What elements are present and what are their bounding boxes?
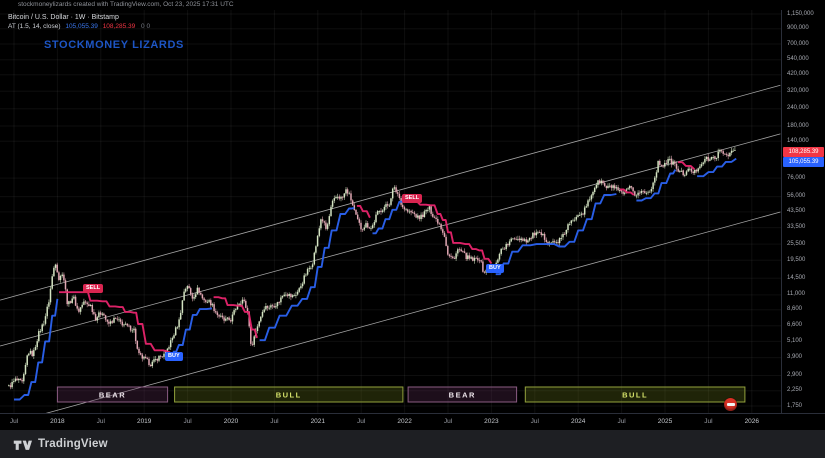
sell-signal-badge[interactable]: SELL xyxy=(402,194,423,203)
time-tick-label: 2018 xyxy=(50,418,65,425)
at-line-bear[interactable] xyxy=(678,161,696,171)
at-line-bull[interactable] xyxy=(172,307,213,353)
trend-channel-line[interactable] xyxy=(40,211,781,415)
indicator-value-bear: 108,285.39 xyxy=(102,23,136,30)
price-tick-label: 5,100 xyxy=(787,337,803,344)
price-tick-label: 43,500 xyxy=(787,208,806,215)
time-tick-label: Jul xyxy=(443,418,453,425)
price-tick-label: 76,000 xyxy=(787,174,806,181)
time-tick-label: Jul xyxy=(183,418,192,425)
price-tick-label: 140,000 xyxy=(787,137,809,144)
regime-box-bull[interactable] xyxy=(524,386,746,403)
price-tick-label: 14,500 xyxy=(787,274,806,281)
stockmoney-lizards-watermark: STOCKMONEY LIZARDS xyxy=(44,39,184,51)
time-tick-label: 2022 xyxy=(397,418,412,425)
at-line-bull[interactable] xyxy=(495,193,617,276)
at-line-bear[interactable] xyxy=(619,188,635,196)
regime-label: BEAR xyxy=(449,390,476,399)
sell-signal-badge[interactable]: SELL xyxy=(83,284,104,293)
price-tick-label: 6,600 xyxy=(787,322,803,329)
time-axis[interactable]: Jul 2018 Jul 2019 Jul 2020 Jul 2021 Jul 2022 Jul 20… xyxy=(0,413,825,431)
gridlines xyxy=(0,10,781,413)
channel-trendlines[interactable] xyxy=(0,84,781,415)
chart-credit-bar: stockmoneylizards created with TradingVi… xyxy=(0,0,825,10)
price-tick-label: 320,000 xyxy=(787,87,809,94)
at-line-bull[interactable] xyxy=(14,298,59,401)
price-tick-label: 1,150,000 xyxy=(787,10,814,17)
price-tick-label: 3,900 xyxy=(787,354,803,361)
regime-label: BULL xyxy=(276,390,302,399)
at-line-bull[interactable] xyxy=(372,200,408,235)
tradingview-logo-icon[interactable] xyxy=(13,438,33,451)
price-tick-label: 420,000 xyxy=(787,71,809,78)
price-tick-label: 11,000 xyxy=(787,291,805,298)
price-tick-label: 180,000 xyxy=(787,122,809,129)
time-tick-label: 2021 xyxy=(310,418,326,425)
price-tick-label: 240,000 xyxy=(787,105,809,112)
time-tick-label: 2020 xyxy=(223,418,239,425)
price-tick-label: 56,000 xyxy=(787,193,806,200)
time-tick-label: Jul xyxy=(530,418,539,425)
at-line-bear[interactable] xyxy=(213,296,258,339)
time-tick-label: Jul xyxy=(617,418,626,425)
no-entry-bar-icon xyxy=(726,403,735,406)
regime-label: BULL xyxy=(622,390,648,399)
price-axis[interactable]: 108,285.39 105,055.39 1,150,000 900,000 70… xyxy=(781,10,825,413)
regime-boxes[interactable]: BEAR BULL BEAR BULL xyxy=(56,386,746,403)
symbol-title[interactable]: Bitcoin / U.S. Dollar · 1W · Bitstamp xyxy=(8,14,119,21)
price-tick-label: 540,000 xyxy=(787,56,809,63)
time-tick-label: 2019 xyxy=(136,418,152,425)
buy-signal-badge[interactable]: BUY xyxy=(165,352,183,361)
last-price-label: 108,285.39 xyxy=(783,147,824,157)
price-tick-label: 1,750 xyxy=(787,402,803,409)
credit-text: stockmoneylizards created with TradingVi… xyxy=(18,1,234,8)
time-tick-label: Jul xyxy=(270,418,279,425)
no-entry-emoji-sticker[interactable] xyxy=(724,398,737,411)
trend-channel-line[interactable] xyxy=(0,84,781,301)
at-line-bull[interactable] xyxy=(636,169,677,202)
indicator-value-bull: 105,055.39 xyxy=(65,23,98,30)
price-tick-label: 2,900 xyxy=(787,372,803,378)
price-tick-label: 33,500 xyxy=(787,224,806,231)
at-line-bear[interactable] xyxy=(356,204,371,219)
time-tick-label: Jul xyxy=(357,418,366,425)
regime-label: BEAR xyxy=(99,390,126,399)
at-indicator-line[interactable] xyxy=(14,157,737,401)
at-line-bull[interactable] xyxy=(697,157,737,178)
price-tick-label: 2,250 xyxy=(787,387,803,394)
time-tick-label: Jul xyxy=(96,418,105,425)
price-tick-label: 19,500 xyxy=(787,256,806,263)
indicator-extra-values: 0 0 xyxy=(141,23,151,30)
time-tick-label: 2025 xyxy=(657,418,673,425)
at-line-bear[interactable] xyxy=(59,291,171,354)
tradingview-brand[interactable]: TradingView xyxy=(38,438,108,450)
regime-box-bull[interactable] xyxy=(174,386,404,403)
chart-legend: Bitcoin / U.S. Dollar · 1W · Bitstamp AT… xyxy=(8,13,150,31)
time-tick-label: Jul xyxy=(704,418,713,425)
price-tick-label: 900,000 xyxy=(787,25,809,32)
price-tick-label: 700,000 xyxy=(787,40,809,47)
buy-signal-badge[interactable]: BUY xyxy=(486,264,504,273)
time-tick-label: Jul xyxy=(9,418,19,425)
at-line-bull[interactable] xyxy=(259,206,355,342)
price-tick-label: 8,600 xyxy=(787,306,803,313)
at-line-bear[interactable] xyxy=(409,198,493,265)
time-tick-label: 2026 xyxy=(744,418,760,425)
footer-bar: TradingView xyxy=(0,430,825,458)
indicator-row[interactable]: AT (1.5, 14, close) 105,055.39 108,285.3… xyxy=(8,22,150,31)
trend-channel-line[interactable] xyxy=(0,133,781,347)
at-stop-price-label: 105,055.39 xyxy=(783,157,824,167)
candles-series xyxy=(8,146,736,390)
price-tick-label: 25,500 xyxy=(787,240,806,247)
time-tick-label: 2023 xyxy=(484,418,499,425)
regime-box-bear[interactable] xyxy=(56,386,169,403)
indicator-name: AT (1.5, 14, close) xyxy=(8,23,61,30)
regime-box-bear[interactable] xyxy=(407,386,518,403)
time-tick-label: 2024 xyxy=(570,418,586,425)
